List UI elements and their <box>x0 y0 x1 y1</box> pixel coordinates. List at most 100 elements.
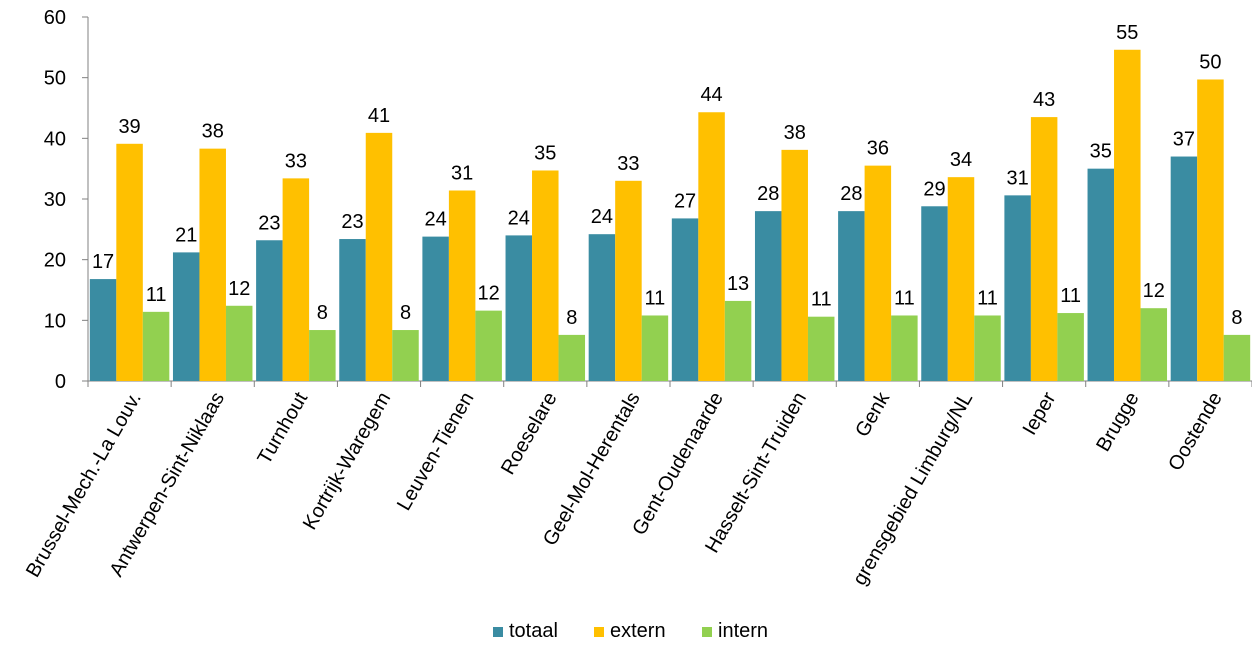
bar-intern <box>142 311 170 381</box>
bar-intern <box>724 300 752 381</box>
bar-extern <box>615 180 642 381</box>
category-label: Turnhout <box>253 388 312 468</box>
bar-totaal <box>1170 156 1198 381</box>
bar-intern <box>1140 308 1168 381</box>
data-label-totaal: 21 <box>175 224 197 246</box>
bar-intern <box>392 330 419 381</box>
y-axis: 0 10 20 30 40 50 60 <box>44 7 89 393</box>
data-label-intern: 11 <box>894 287 915 309</box>
data-label-totaal: 27 <box>674 190 696 212</box>
data-label-extern: 55 <box>1116 22 1138 44</box>
data-label-intern: 8 <box>317 302 328 324</box>
bar-extern <box>365 132 393 381</box>
data-label-intern: 8 <box>400 302 411 324</box>
legend-label-extern: extern <box>610 620 666 642</box>
bar-extern <box>947 177 975 381</box>
data-label-intern: 11 <box>645 287 666 309</box>
data-label-extern: 38 <box>784 122 806 144</box>
y-tick-label: 10 <box>44 310 66 332</box>
legend-swatch-intern <box>702 627 712 637</box>
legend: totaal extern intern <box>493 620 768 642</box>
bar-intern <box>1057 313 1084 381</box>
data-label-totaal: 24 <box>425 209 447 231</box>
data-label-extern: 50 <box>1199 51 1221 73</box>
bar-extern <box>1030 117 1058 381</box>
bar-totaal <box>89 279 117 381</box>
bar-totaal <box>588 234 616 381</box>
bar-totaal <box>1087 168 1115 381</box>
data-label-totaal: 24 <box>591 206 613 228</box>
data-label-totaal: 37 <box>1173 129 1195 151</box>
data-label-extern: 35 <box>534 142 556 164</box>
legend-label-intern: intern <box>718 620 768 642</box>
x-axis <box>87 380 1252 387</box>
data-label-intern: 11 <box>811 289 832 311</box>
data-label-extern: 33 <box>617 153 639 175</box>
data-label-extern: 43 <box>1033 89 1055 111</box>
category-label: Roeselare <box>497 389 562 479</box>
data-label-totaal: 31 <box>1007 167 1029 189</box>
y-tick-label: 40 <box>44 128 66 150</box>
bar-totaal <box>256 240 283 381</box>
bar-intern <box>807 316 835 381</box>
bar-totaal <box>1004 195 1031 381</box>
data-label-extern: 36 <box>867 138 889 160</box>
y-tick-label: 50 <box>44 68 66 90</box>
bar-intern <box>974 315 1001 381</box>
data-label-totaal: 23 <box>341 211 363 233</box>
bar-totaal <box>172 252 200 381</box>
data-label-intern: 8 <box>566 307 577 329</box>
data-label-extern: 44 <box>700 84 722 106</box>
data-label-extern: 41 <box>368 105 390 127</box>
data-label-extern: 33 <box>285 150 307 172</box>
y-tick-label: 60 <box>44 7 66 29</box>
data-label-intern: 11 <box>1060 285 1081 307</box>
bar-intern <box>891 315 918 381</box>
bar-totaal <box>921 206 948 381</box>
data-label-intern: 11 <box>977 287 998 309</box>
category-labels: Brussel-Mech.-La Louv.Antwerpen-Sint-Nik… <box>22 388 1227 590</box>
category-label: Leuven-Tienen <box>393 388 478 514</box>
bar-totaal <box>422 236 449 381</box>
bars <box>89 49 1251 381</box>
data-label-extern: 31 <box>451 163 473 185</box>
category-label: Kortrijk-Waregem <box>299 389 395 534</box>
category-label: Oostende <box>1164 389 1226 475</box>
data-label-totaal: 23 <box>258 212 280 234</box>
bar-extern <box>1197 79 1224 381</box>
data-label-totaal: 35 <box>1090 141 1112 163</box>
data-label-intern: 8 <box>1231 307 1242 329</box>
bar-intern <box>558 334 586 381</box>
bar-extern <box>864 165 892 381</box>
bar-intern <box>475 310 502 381</box>
data-label-extern: 34 <box>950 149 972 171</box>
data-label-intern: 12 <box>228 278 250 300</box>
bar-extern <box>282 178 310 381</box>
data-label-intern: 13 <box>727 273 749 295</box>
data-label-extern: 39 <box>118 116 140 138</box>
bar-totaal <box>838 211 865 381</box>
legend-label-totaal: totaal <box>509 620 558 642</box>
data-label-intern: 12 <box>1143 280 1165 302</box>
data-label-totaal: 17 <box>92 251 114 273</box>
category-label: Gent-Oudenaarde <box>628 389 728 540</box>
bar-extern <box>448 190 476 381</box>
data-label-totaal: 28 <box>757 183 779 205</box>
bar-intern <box>225 305 253 381</box>
bar-intern <box>1223 334 1251 381</box>
legend-swatch-extern <box>594 627 604 637</box>
data-label-totaal: 24 <box>508 207 530 229</box>
data-label-intern: 12 <box>478 283 500 305</box>
bar-intern <box>309 330 336 381</box>
category-label: Ieper <box>1019 388 1061 439</box>
bar-extern <box>1114 49 1141 381</box>
y-tick-label: 0 <box>55 371 66 393</box>
data-label-totaal: 28 <box>840 183 862 205</box>
data-label-intern: 11 <box>146 284 167 306</box>
bar-totaal <box>339 239 366 381</box>
bar-totaal <box>505 235 533 381</box>
bar-extern <box>199 148 226 381</box>
bar-totaal <box>754 211 782 381</box>
bar-extern <box>698 112 725 381</box>
